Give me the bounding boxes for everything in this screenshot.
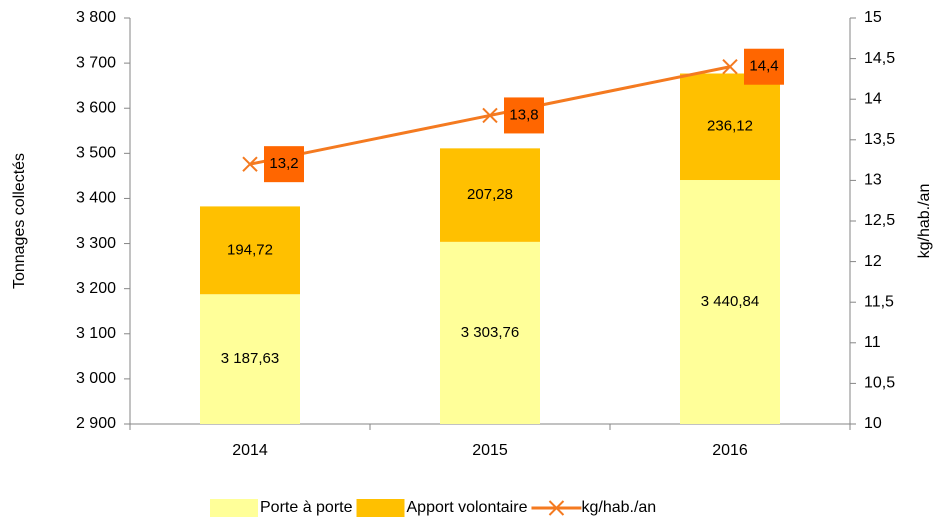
line-marker: [722, 59, 738, 75]
y-tick-label: 2 900: [76, 415, 116, 432]
y2-tick-label: 10,5: [864, 375, 895, 392]
data-label: 13,2: [269, 155, 298, 172]
legend-swatch: [356, 499, 405, 517]
y-tick-label: 3 700: [76, 54, 116, 71]
x-tick-label: 2014: [232, 442, 268, 459]
y-tick-label: 3 000: [76, 370, 116, 387]
bar-segment: [200, 206, 300, 295]
data-label: 3 303,76: [461, 324, 519, 341]
data-label: 207,28: [467, 186, 513, 203]
y2-axis-title: kg/hab./an: [916, 184, 933, 259]
y-tick-label: 3 500: [76, 145, 116, 162]
data-label-box: [744, 48, 784, 85]
y2-tick-label: 14: [864, 90, 882, 107]
y2-tick-label: 13,5: [864, 131, 895, 148]
y-tick-label: 3 600: [76, 99, 116, 116]
bar-segment: [440, 148, 540, 242]
y2-tick-label: 15: [864, 9, 882, 26]
y-tick-label: 3 200: [76, 280, 116, 297]
bar-segment: [680, 180, 780, 424]
y-tick-label: 3 800: [76, 9, 116, 26]
y2-tick-label: 10: [864, 415, 882, 432]
y2-tick-label: 14,5: [864, 50, 895, 67]
legend-marker: [548, 500, 565, 516]
data-label: 3 440,84: [701, 293, 759, 310]
data-label: 13,8: [509, 106, 538, 123]
data-label: 3 187,63: [221, 350, 279, 367]
bar-segment: [200, 294, 300, 424]
data-label: 236,12: [707, 118, 753, 135]
legend-swatch: [210, 499, 258, 517]
y-tick-label: 3 100: [76, 325, 116, 342]
y2-tick-label: 11,5: [864, 293, 894, 310]
y-tick-label: 3 400: [76, 190, 116, 207]
legend-label: kg/hab./an: [581, 499, 656, 516]
data-label-box: [504, 97, 544, 134]
y-axis-title: Tonnages collectés: [11, 153, 28, 289]
y2-tick-label: 12: [864, 253, 882, 270]
data-label-box: [264, 146, 304, 183]
line-marker: [242, 156, 258, 172]
y2-tick-label: 13: [864, 172, 882, 189]
y2-tick-label: 12,5: [864, 212, 895, 229]
legend-label: Apport volontaire: [407, 499, 528, 516]
x-tick-label: 2016: [712, 442, 748, 459]
bar-segment: [440, 241, 540, 424]
data-label: 194,72: [227, 241, 273, 258]
data-label: 14,4: [749, 58, 778, 75]
legend-label: Porte à porte: [260, 499, 353, 516]
line-marker: [482, 107, 498, 124]
y2-tick-label: 11: [864, 334, 881, 351]
x-tick-label: 2015: [472, 442, 508, 459]
bar-segment: [680, 73, 780, 181]
y-tick-label: 3 300: [76, 235, 116, 252]
